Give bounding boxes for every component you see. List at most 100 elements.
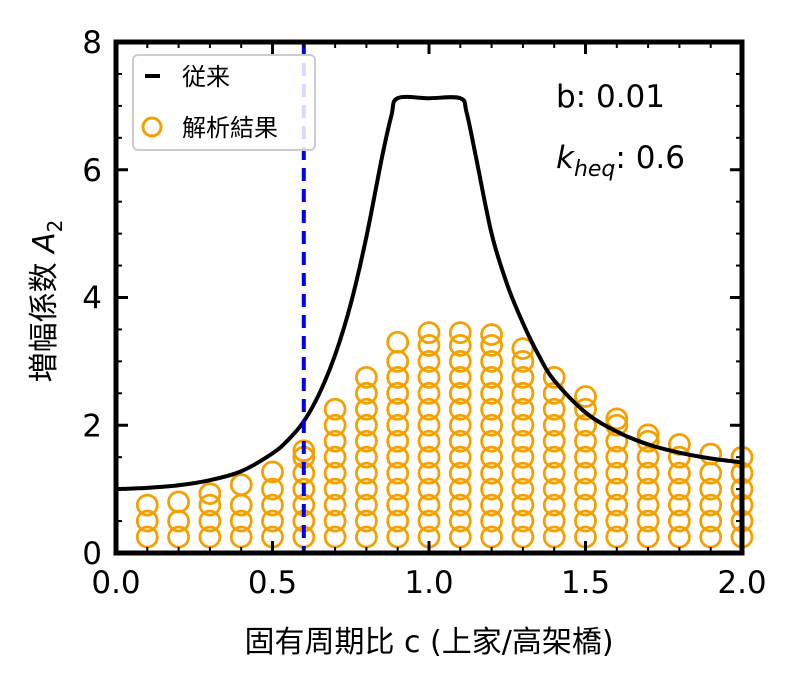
legend-label-analysis: 解析結果: [182, 114, 278, 142]
scatter-point: [386, 381, 410, 405]
scatter-point: [386, 477, 410, 501]
scatter-point: [636, 461, 660, 485]
scatter-point: [480, 397, 504, 421]
scatter-point: [511, 397, 535, 421]
scatter-point: [699, 477, 723, 501]
scatter-point: [448, 461, 472, 485]
y-tick-label: 4: [82, 281, 102, 317]
annotation-k-base: k: [556, 140, 575, 176]
scatter-point: [480, 323, 504, 346]
scatter-point: [323, 397, 347, 421]
y-tick-label: 2: [82, 408, 102, 444]
scatter-point: [511, 429, 535, 453]
scatter-point: [574, 445, 597, 469]
scatter-point: [354, 509, 378, 533]
scatter-point: [417, 334, 441, 357]
scatter-point: [480, 429, 504, 453]
scatter-point: [574, 385, 597, 408]
scatter-point: [448, 365, 472, 389]
scatter-point: [448, 493, 472, 517]
scatter-point: [542, 477, 566, 501]
scatter-point: [448, 397, 472, 421]
scatter-point: [417, 477, 441, 501]
scatter-point: [417, 509, 441, 533]
scatter-point: [574, 477, 597, 501]
scatter-point: [699, 442, 723, 466]
scatter-point: [511, 509, 535, 533]
scatter-point: [354, 365, 378, 389]
scatter-point: [511, 337, 535, 361]
scatter-point: [417, 461, 441, 485]
scatter-point: [417, 397, 441, 421]
scatter-point: [135, 493, 159, 517]
legend: 従来 解析結果: [132, 54, 316, 151]
scatter-point: [636, 477, 660, 501]
scatter-point: [511, 349, 535, 373]
scatter-point: [417, 493, 441, 517]
scatter-point: [699, 493, 723, 517]
scatter-point: [480, 477, 504, 501]
scatter-point: [135, 509, 159, 533]
scatter-point: [292, 439, 316, 463]
scatter-point: [668, 493, 691, 517]
scatter-point: [229, 473, 253, 497]
scatter-point: [448, 349, 472, 373]
scatter-point: [261, 509, 284, 533]
scatter-point: [448, 381, 472, 405]
x-tick-label: 0.5: [248, 565, 297, 601]
y-tick-label: 0: [82, 536, 102, 572]
scatter-point: [605, 445, 629, 469]
scatter-point: [354, 493, 378, 517]
scatter-point: [480, 349, 504, 373]
scatter-point: [417, 381, 441, 405]
scatter-series: [135, 321, 754, 549]
scatter-point: [542, 493, 566, 517]
scatter-point: [198, 482, 222, 505]
scatter-point: [668, 477, 691, 501]
scatter-point: [386, 445, 410, 469]
scatter-point: [511, 413, 535, 437]
x-tick-label: 1.0: [404, 565, 453, 601]
scatter-point: [323, 445, 347, 469]
scatter-point: [511, 365, 535, 389]
scatter-point: [417, 413, 441, 437]
scatter-point: [261, 460, 284, 484]
scatter-point: [386, 461, 410, 485]
x-tick-label: 2.0: [717, 565, 766, 601]
y-axis-label-var: A: [27, 232, 62, 255]
scatter-point: [354, 381, 378, 405]
scatter-point: [480, 381, 504, 405]
scatter-point: [636, 493, 660, 517]
scatter-point: [323, 461, 347, 485]
y-axis-label: 増幅係数 A2: [27, 220, 67, 383]
scatter-point: [386, 365, 410, 389]
scatter-point: [167, 490, 191, 514]
scatter-point: [448, 334, 472, 357]
scatter-point: [511, 477, 535, 501]
scatter-point: [323, 493, 347, 517]
scatter-point: [511, 461, 535, 485]
scatter-point: [574, 429, 597, 453]
scatter-point: [354, 445, 378, 469]
scatter-point: [323, 429, 347, 453]
scatter-point: [261, 477, 284, 501]
scatter-point: [448, 321, 472, 345]
x-tick-label: 1.5: [561, 565, 610, 601]
y-tick-label: 8: [82, 25, 102, 61]
scatter-point: [323, 477, 347, 501]
scatter-point: [417, 365, 441, 389]
scatter-point: [511, 381, 535, 405]
scatter-point: [542, 365, 566, 389]
scatter-point: [354, 461, 378, 485]
annotation-kheq: kheq: 0.6: [556, 140, 685, 182]
scatter-point: [417, 429, 441, 453]
annotation-b: b: 0.01: [556, 79, 665, 115]
scatter-point: [354, 477, 378, 501]
scatter-point: [480, 365, 504, 389]
y-axis-label-main: 増幅係数: [27, 253, 62, 383]
scatter-point: [354, 397, 378, 421]
scatter-point: [574, 509, 597, 533]
y-tick-label: 6: [82, 153, 102, 189]
scatter-point: [574, 461, 597, 485]
